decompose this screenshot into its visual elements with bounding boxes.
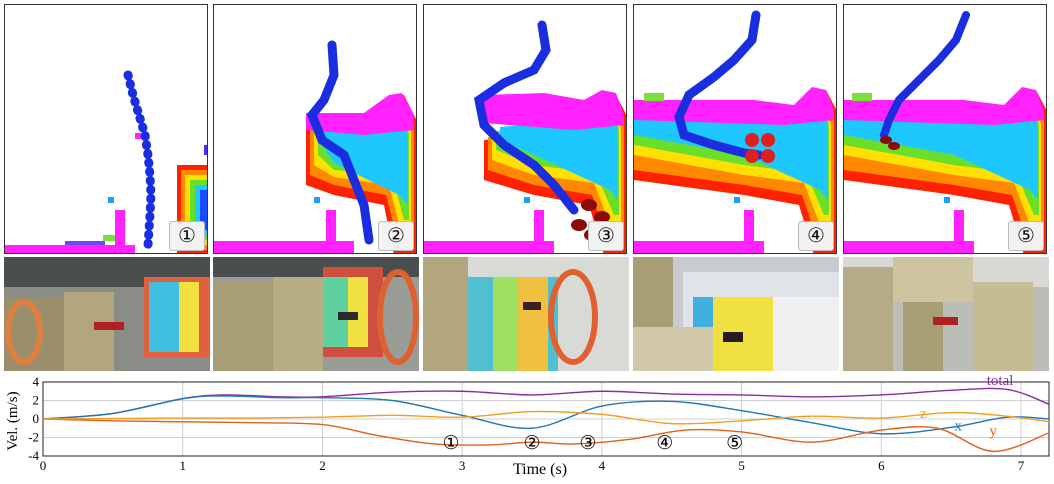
rainbow-obstacle-5 (844, 87, 1046, 253)
step-badge-1: ① (169, 221, 205, 251)
map-view-3 (424, 20, 626, 253)
drone-icon-5 (880, 136, 900, 150)
x-tick-label: 0 (40, 458, 47, 473)
y-tick-label: 4 (33, 374, 40, 389)
trajectory-4 (674, 10, 764, 160)
map-panel-4: ④ (633, 4, 837, 254)
step-marker: ② (524, 433, 541, 454)
chart-grid (42, 381, 1049, 457)
map-panel-5: ⑤ (843, 4, 1047, 254)
series-line-z (42, 410, 1050, 425)
map-view-1 (5, 70, 207, 253)
trajectory-2 (306, 40, 374, 245)
series-line-y (42, 418, 1050, 453)
step-marker: ① (442, 433, 459, 454)
x-tick-label: 3 (459, 458, 466, 473)
scene-photo-4 (633, 257, 839, 371)
map-panel-3: ③ (423, 4, 627, 254)
y-tick-label: 0 (33, 411, 40, 426)
step-marker: ⑤ (726, 433, 743, 454)
step-badge-4: ④ (798, 221, 834, 251)
map-view-4 (634, 10, 836, 253)
x-tick-label: 4 (599, 458, 606, 473)
step-badge-2: ② (378, 221, 414, 251)
series-label-z: z (920, 406, 927, 422)
x-tick-label: 1 (179, 458, 186, 473)
scene-photo-5 (843, 257, 1049, 371)
map-panel-2: ② (213, 4, 417, 254)
drone-icon-4 (745, 133, 775, 163)
chart-markers: ① ② ③ ④ ⑤ (442, 433, 743, 454)
y-tick-label: -4 (28, 448, 39, 463)
y-tick-label: -2 (28, 430, 39, 445)
x-tick-label: 2 (319, 458, 326, 473)
series-label-y: y (989, 424, 997, 440)
rainbow-obstacle-2 (306, 93, 416, 253)
step-badge-5: ⑤ (1008, 221, 1044, 251)
step-marker: ③ (579, 433, 596, 454)
x-tick-label: 6 (878, 458, 885, 473)
step-badge-3: ③ (588, 221, 624, 251)
rainbow-obstacle-3 (484, 90, 626, 253)
x-tick-label: 7 (1018, 458, 1025, 473)
series-line-total (42, 387, 1050, 420)
x-tick-label: 5 (738, 458, 745, 473)
trajectory-3 (474, 20, 579, 215)
scene-photo-3 (423, 257, 629, 371)
map-panel-1: ① (4, 4, 208, 254)
chart-series-labels: total z x y (920, 374, 1014, 440)
series-label-total: total (987, 374, 1014, 389)
scene-photo-2 (213, 257, 419, 371)
series-label-x: x (954, 419, 962, 435)
step-marker: ④ (656, 433, 673, 454)
x-axis-label: Time (s) (513, 461, 567, 478)
trajectory-5 (880, 11, 970, 139)
scene-photo-1 (4, 257, 210, 371)
chart-series (42, 387, 1050, 453)
map-view-5 (844, 11, 1046, 253)
y-tick-label: 2 (33, 393, 40, 408)
y-axis-label: Vel. (m/s) (5, 391, 21, 450)
series-line-x (42, 395, 1050, 435)
map-view-2 (214, 40, 416, 253)
